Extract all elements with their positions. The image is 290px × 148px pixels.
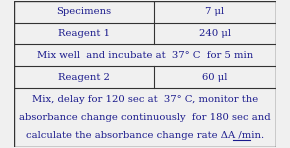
Text: Reagent 2: Reagent 2 <box>58 73 110 82</box>
Text: Reagent 1: Reagent 1 <box>58 29 110 38</box>
Text: 60 μl: 60 μl <box>202 73 228 82</box>
Text: Mix well  and incubate at  37° C  for 5 min: Mix well and incubate at 37° C for 5 min <box>37 51 253 60</box>
Text: 240 μl: 240 μl <box>199 29 231 38</box>
Text: Specimens: Specimens <box>57 7 112 16</box>
Text: 7 μl: 7 μl <box>205 7 224 16</box>
Text: absorbance change continuously  for 180 sec and: absorbance change continuously for 180 s… <box>19 113 271 122</box>
Text: Mix, delay for 120 sec at  37° C, monitor the: Mix, delay for 120 sec at 37° C, monitor… <box>32 95 258 104</box>
Text: calculate the absorbance change rate ΔA /min.: calculate the absorbance change rate ΔA … <box>26 131 264 140</box>
